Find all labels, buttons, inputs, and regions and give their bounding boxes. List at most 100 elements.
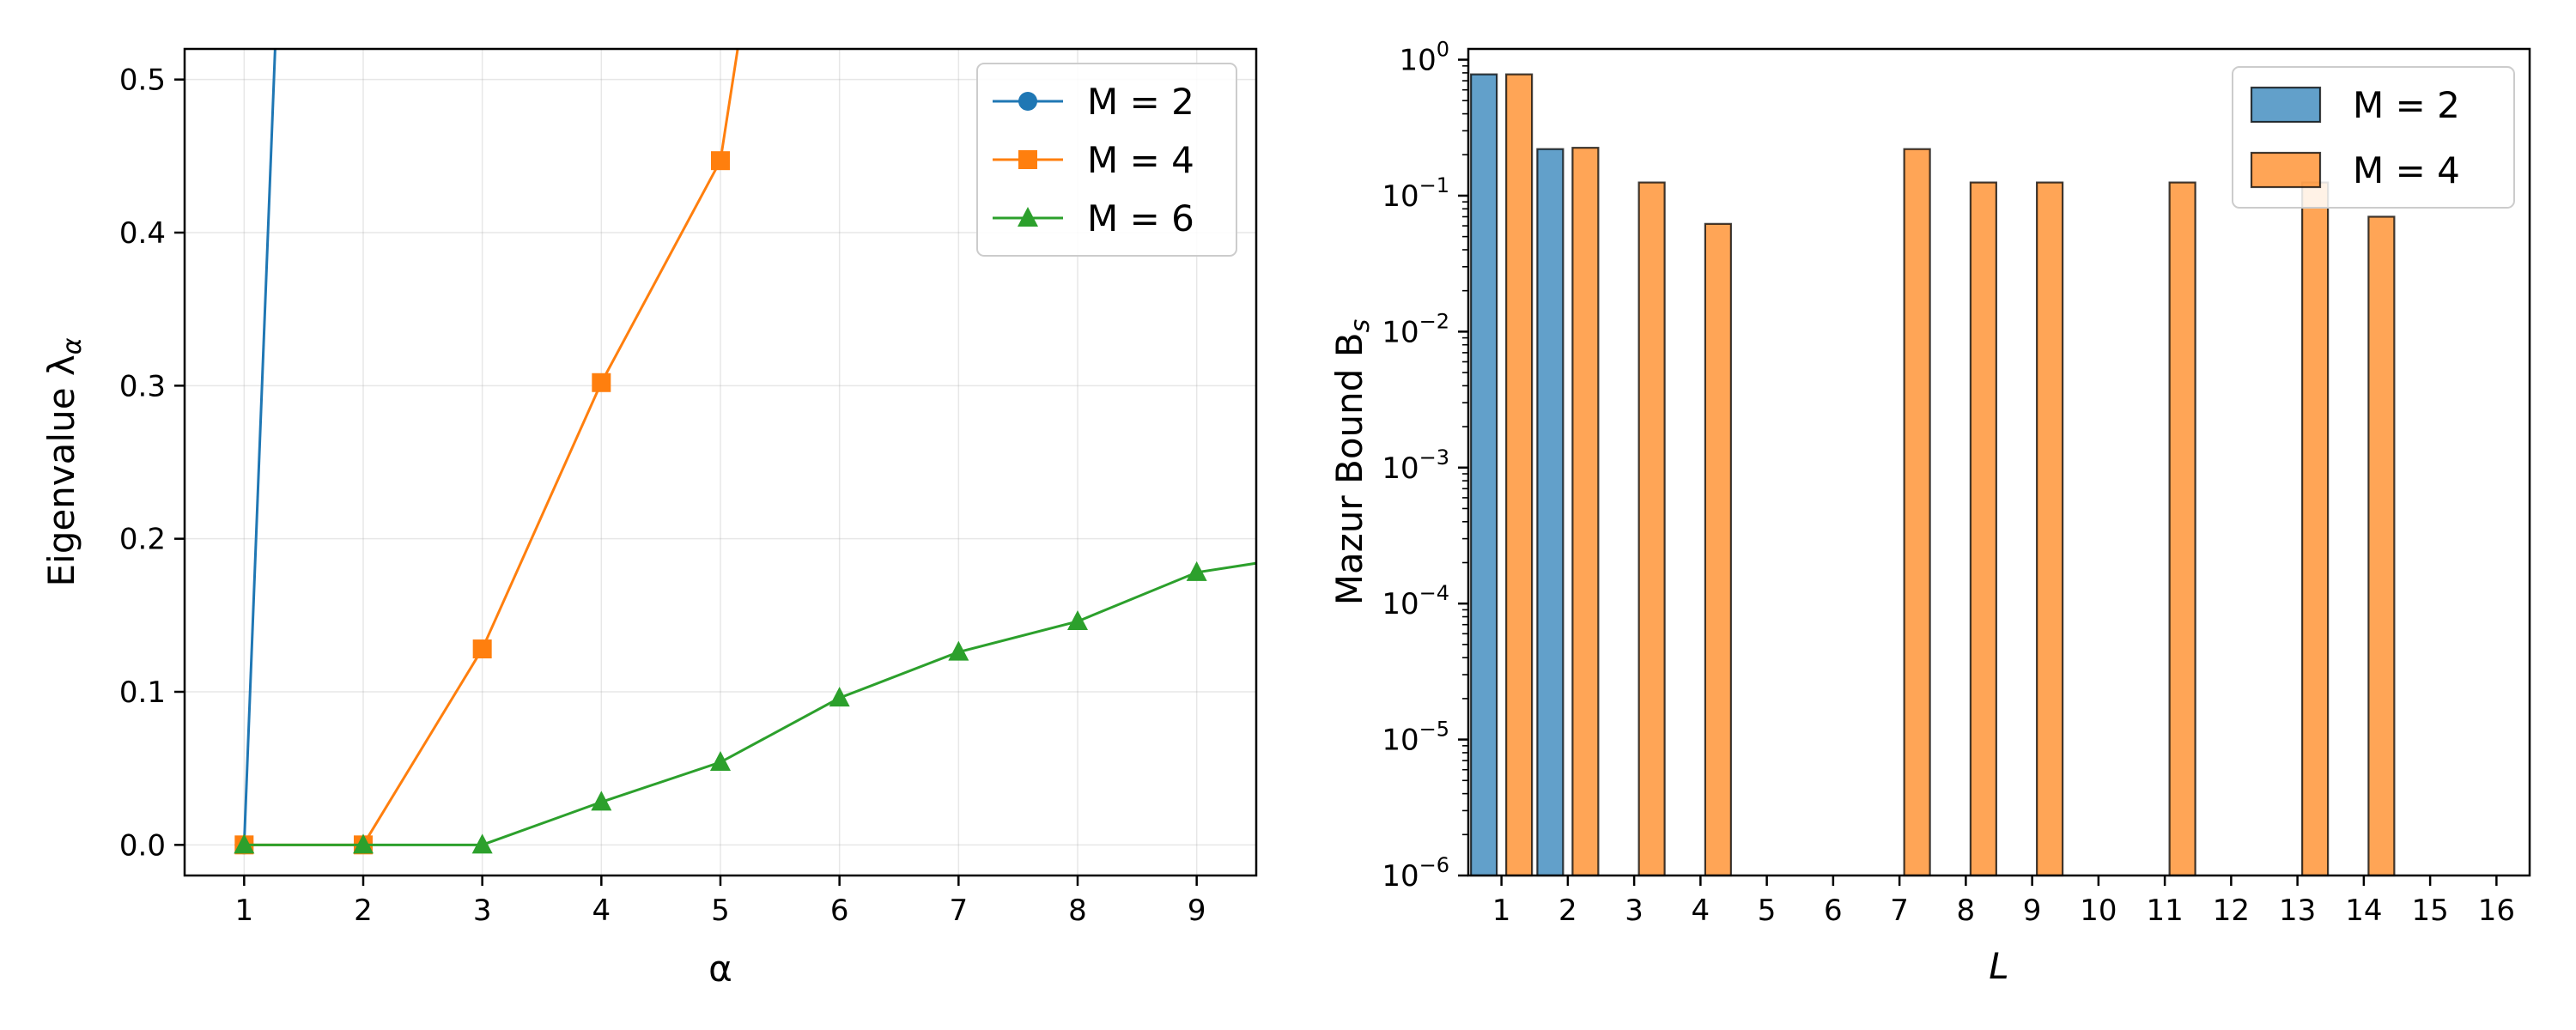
series-m-2-line bbox=[242, 49, 276, 845]
left-x-tick-label: 9 bbox=[1188, 894, 1206, 928]
right-y-axis-label-main: Mazur Bound B bbox=[1328, 332, 1370, 605]
right-x-tick-label: 8 bbox=[1957, 894, 1976, 928]
bar-m-4-L11 bbox=[2168, 181, 2196, 877]
bar-m-4-L7 bbox=[1903, 148, 1931, 877]
legend-m-2-label: M = 2 bbox=[1087, 81, 1194, 123]
series-m-6-point bbox=[591, 791, 612, 811]
right-y-tick-label: 100 bbox=[1399, 38, 1449, 78]
right-x-tick-label: 7 bbox=[1890, 894, 1909, 928]
right-x-tick-label: 12 bbox=[2213, 894, 2250, 928]
right-y-tick-base: 10 bbox=[1382, 451, 1419, 486]
series-m-6-point bbox=[829, 687, 850, 707]
right-y-tick-exponent: −3 bbox=[1419, 445, 1449, 470]
right-y-tick-exponent: −6 bbox=[1419, 853, 1449, 877]
right-x-tick-label: 3 bbox=[1625, 894, 1643, 928]
bar-m-4-L13 bbox=[2301, 181, 2330, 877]
right-x-tick-label: 4 bbox=[1692, 894, 1710, 928]
series-m-4-point bbox=[472, 639, 492, 659]
right-x-tick-label: 6 bbox=[1824, 894, 1843, 928]
left-x-tick-label: 2 bbox=[354, 894, 373, 928]
right-x-tick-label: 11 bbox=[2146, 894, 2183, 928]
right-x-ticks: 1 2 3 4 5 6 7 8 9 10 11 12 13 14 15 16 bbox=[1492, 876, 2515, 928]
right-bars bbox=[1470, 73, 2396, 877]
right-y-tick-base: 10 bbox=[1382, 859, 1419, 894]
series-m-6-point bbox=[710, 751, 731, 772]
right-y-tick-label: 10−2 bbox=[1382, 309, 1449, 349]
eigenvalue-chart: 1 2 3 4 5 6 7 8 9 0.0 0.1 0.2 0.3 0.4 0.5 α Eigenvalu… bbox=[40, 47, 1258, 990]
left-x-tick-label: 8 bbox=[1068, 894, 1087, 928]
right-x-tick-label: 10 bbox=[2080, 894, 2117, 928]
legend-bar-m-2-label: M = 2 bbox=[2353, 84, 2460, 126]
mazur-bound-chart: 1 2 3 4 5 6 7 8 9 10 11 12 13 14 15 16 10−610−510−410−3… bbox=[1328, 38, 2531, 987]
right-x-tick-label: 5 bbox=[1758, 894, 1777, 928]
right-y-axis-label-subscript: s bbox=[1346, 319, 1376, 333]
right-x-tick-label: 16 bbox=[2478, 894, 2515, 928]
right-y-tick-base: 10 bbox=[1382, 724, 1419, 758]
right-y-tick-exponent: −2 bbox=[1419, 309, 1449, 333]
bar-m-4-L8 bbox=[1969, 181, 1997, 877]
series-m-6-point bbox=[234, 833, 255, 854]
legend-m-4-marker bbox=[1018, 150, 1037, 169]
right-y-tick-label: 10−3 bbox=[1382, 445, 1449, 486]
bar-m-4-L3 bbox=[1637, 181, 1666, 877]
left-x-tick-label: 1 bbox=[235, 894, 254, 928]
right-x-tick-label: 1 bbox=[1492, 894, 1511, 928]
left-x-tick-label: 6 bbox=[830, 894, 849, 928]
left-y-tick-label: 0.0 bbox=[119, 828, 166, 863]
bar-m-2-L2 bbox=[1536, 148, 1564, 877]
right-y-tick-label: 10−5 bbox=[1382, 718, 1449, 758]
legend-m-2-marker bbox=[1018, 92, 1037, 111]
series-m-6-point bbox=[1067, 609, 1088, 630]
right-y-tick-exponent: −4 bbox=[1419, 581, 1449, 605]
series-m-4-point bbox=[711, 151, 730, 171]
bar-m-4-L4 bbox=[1704, 222, 1732, 877]
right-x-tick-label: 14 bbox=[2345, 894, 2382, 928]
series-m-6-point bbox=[948, 640, 969, 661]
right-x-tick-label: 15 bbox=[2411, 894, 2448, 928]
legend-m-4-label: M = 4 bbox=[1087, 139, 1194, 181]
left-y-tick-label: 0.2 bbox=[119, 523, 166, 557]
left-y-tick-label: 0.1 bbox=[119, 676, 166, 710]
left-x-tick-label: 5 bbox=[711, 894, 730, 928]
right-y-tick-label: 10−1 bbox=[1382, 173, 1449, 214]
bar-m-4-L14 bbox=[2367, 215, 2396, 877]
legend-m-6-marker bbox=[1018, 207, 1038, 227]
right-x-tick-label: 2 bbox=[1558, 894, 1577, 928]
right-y-tick-exponent: −1 bbox=[1419, 173, 1449, 197]
left-legend: M = 2 M = 4 M = 6 bbox=[976, 63, 1237, 257]
right-y-tick-exponent: −5 bbox=[1419, 718, 1449, 742]
left-x-tick-label: 7 bbox=[950, 894, 969, 928]
legend-bar-m-2-swatch bbox=[2250, 86, 2322, 124]
left-x-axis-label: α bbox=[708, 948, 732, 990]
left-x-tick-label: 4 bbox=[592, 894, 611, 928]
left-x-tick-label: 3 bbox=[473, 894, 492, 928]
right-y-tick-label: 10−6 bbox=[1382, 853, 1449, 894]
legend-bar-m-4-swatch bbox=[2250, 151, 2322, 189]
left-y-ticks: 0.0 0.1 0.2 0.3 0.4 0.5 bbox=[119, 64, 185, 863]
left-y-axis-label-subscript: α bbox=[58, 337, 88, 354]
right-y-tick-base: 10 bbox=[1382, 179, 1419, 214]
bar-m-2-L1 bbox=[1470, 73, 1498, 877]
right-y-tick-base: 10 bbox=[1382, 315, 1419, 349]
legend-bar-m-4-label: M = 4 bbox=[2353, 149, 2460, 191]
legend-m-6-label: M = 6 bbox=[1087, 197, 1194, 239]
right-y-tick-label: 10−4 bbox=[1382, 581, 1449, 621]
right-legend: M = 2 M = 4 bbox=[2232, 66, 2515, 209]
series-m-6-point bbox=[471, 833, 493, 854]
right-y-tick-base: 10 bbox=[1382, 587, 1419, 621]
right-y-tick-exponent: 0 bbox=[1437, 38, 1449, 62]
right-axes-frame bbox=[1467, 47, 2531, 877]
series-m-4-line bbox=[244, 49, 739, 846]
right-x-tick-label: 9 bbox=[2023, 894, 2042, 928]
left-y-axis-label: Eigenvalue λα bbox=[40, 337, 88, 586]
left-series bbox=[234, 49, 1256, 855]
right-x-axis-label: L bbox=[1989, 945, 2008, 987]
bar-m-4-L9 bbox=[2036, 181, 2064, 877]
series-m-6-point bbox=[353, 833, 374, 854]
left-x-ticks: 1 2 3 4 5 6 7 8 9 bbox=[235, 876, 1206, 928]
left-legend-box bbox=[976, 63, 1237, 257]
right-y-tick-base: 10 bbox=[1399, 44, 1436, 78]
series-m-6-line bbox=[244, 561, 1256, 846]
